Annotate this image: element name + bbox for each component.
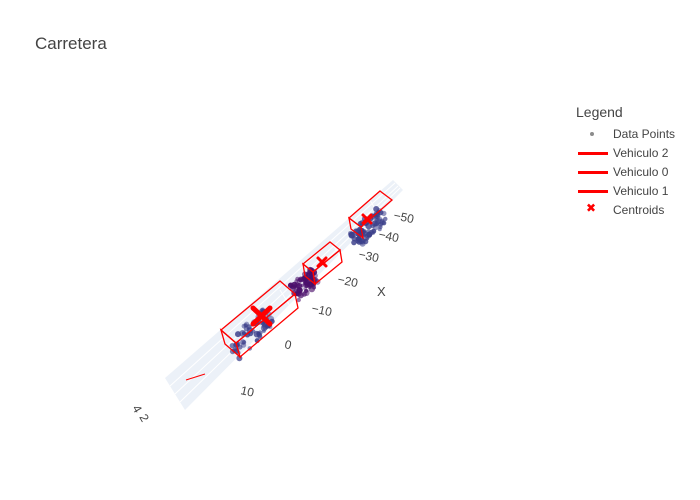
marker-dot-icon	[576, 128, 610, 140]
data-point	[351, 236, 357, 242]
data-point	[356, 239, 362, 245]
data-point	[361, 229, 367, 234]
legend-label: Vehiculo 1	[613, 183, 669, 198]
data-point	[294, 290, 301, 297]
data-point	[243, 323, 248, 328]
x-tick-neg10: −10	[310, 301, 333, 319]
data-point	[240, 339, 246, 345]
line-swatch-icon	[576, 166, 610, 178]
chart-title: Carretera	[35, 34, 107, 53]
centroid-0	[250, 305, 273, 327]
y-tick-2: 2	[136, 412, 152, 425]
x-tick-neg40: −40	[377, 227, 400, 245]
data-point	[383, 216, 388, 222]
data-point	[257, 330, 263, 336]
data-point	[363, 239, 369, 245]
x-axis-title: X	[377, 284, 386, 299]
data-point	[241, 331, 246, 336]
data-point	[232, 346, 238, 352]
scene-floor	[165, 180, 403, 410]
data-point	[296, 297, 301, 303]
centroids	[250, 213, 373, 327]
x-marker-icon: ✖	[586, 200, 597, 215]
vehiculo-2-box	[347, 190, 394, 240]
x-tick-10: 10	[239, 383, 255, 400]
data-point	[369, 229, 375, 235]
data-point	[260, 324, 268, 332]
x-tick-neg50: −50	[392, 208, 415, 226]
legend-label: Data Points	[613, 126, 676, 141]
legend-label: Centroids	[613, 202, 665, 217]
x-tick-0: 0	[283, 337, 293, 352]
legend-label: Vehiculo 2	[613, 145, 669, 160]
y-tick-4: 4	[129, 403, 145, 416]
legend: Legend Data Points Vehiculo 2 Vehiculo 0…	[576, 104, 675, 219]
data-point	[304, 278, 311, 286]
x-tick-neg30: −30	[357, 247, 380, 265]
legend-item-centroids[interactable]: ✖ Centroids	[576, 200, 675, 219]
legend-title: Legend	[576, 104, 623, 120]
legend-item-vehiculo-0[interactable]: Vehiculo 0	[576, 162, 675, 181]
centroid-1	[316, 256, 328, 268]
centroid-2	[361, 213, 373, 225]
line-swatch-icon	[576, 185, 610, 197]
data-point	[381, 210, 387, 217]
data-point	[304, 288, 309, 293]
legend-item-vehiculo-2[interactable]: Vehiculo 2	[576, 143, 675, 162]
data-point	[378, 221, 384, 227]
data-point	[373, 206, 380, 212]
vehiculo-0-box	[219, 280, 299, 359]
x-tick-neg20: −20	[336, 272, 359, 290]
legend-item-data-points[interactable]: Data Points	[576, 124, 675, 143]
data-point	[235, 331, 241, 338]
x-axis: 10 0 −10 −20 −30 −40 −50 X	[239, 208, 415, 400]
data-point	[300, 276, 307, 282]
data-point	[372, 223, 379, 231]
vehiculo-1-box	[301, 241, 343, 286]
y-axis: 4 2	[129, 403, 152, 425]
legend-label: Vehiculo 0	[613, 164, 669, 179]
data-point	[351, 239, 357, 246]
data-point	[290, 284, 297, 290]
line-swatch-icon	[576, 147, 610, 159]
legend-item-vehiculo-1[interactable]: Vehiculo 1	[576, 181, 675, 200]
